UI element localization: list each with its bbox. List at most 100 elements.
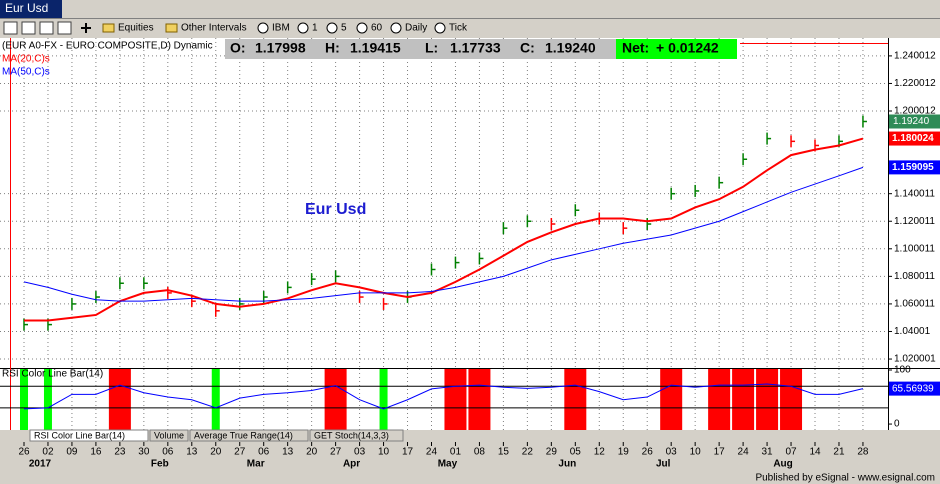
x-tick-label: 29 — [546, 447, 558, 458]
y-tick-label: 1.080011 — [894, 271, 935, 282]
toolbar-button[interactable]: Tick — [434, 22, 468, 34]
price-bar — [95, 291, 100, 304]
rsi-bar — [708, 369, 731, 430]
price-bar — [862, 115, 867, 128]
folder-icon — [165, 23, 178, 33]
tab[interactable] — [29, 429, 149, 442]
price-bar — [382, 297, 388, 310]
radio-icon — [257, 22, 269, 34]
x-tick-label: 24 — [426, 447, 438, 458]
month-label: Jul — [656, 459, 671, 470]
price-bar — [694, 184, 700, 197]
toolbar-label: 5 — [341, 23, 347, 34]
toolbar-label: Equities — [118, 23, 154, 34]
price-bar — [646, 218, 652, 231]
y-tick-label: 1.140011 — [894, 188, 935, 199]
y-tick-label: 100 — [894, 365, 911, 376]
quote-label: L: — [425, 40, 438, 56]
y-tick-label: 1.020001 — [894, 354, 936, 365]
x-tick-label: 10 — [690, 447, 702, 458]
price-bar — [238, 297, 244, 310]
tab-label: GET Stoch(14,3,3) — [314, 430, 389, 440]
quote-box — [225, 39, 616, 59]
price-bar — [502, 222, 508, 235]
toolbar-button[interactable]: 60 — [356, 22, 383, 34]
toolbar-icons[interactable] — [3, 21, 91, 35]
symbol-legend: (EUR A0-FX - EURO COMPOSITE,D) Dynamic — [2, 41, 213, 52]
x-tick-label: 02 — [42, 447, 54, 458]
month-label: 2017 — [29, 459, 52, 470]
rsi-bar — [660, 369, 683, 430]
radio-icon — [390, 22, 402, 34]
x-tick-label: 26 — [642, 447, 654, 458]
x-tick-label: 06 — [162, 447, 174, 458]
rsi-bar — [211, 369, 220, 430]
x-tick-label: 21 — [833, 447, 845, 458]
price-bar — [718, 176, 724, 189]
radio-icon — [356, 22, 368, 34]
quote-label: O: — [230, 40, 246, 56]
month-label: Mar — [247, 459, 265, 470]
x-tick-label: 31 — [762, 447, 774, 458]
price-bar — [334, 270, 340, 283]
quote-value: 1.17733 — [450, 40, 501, 56]
x-tick-label: 05 — [570, 447, 582, 458]
x-tick-label: 03 — [354, 447, 366, 458]
month-label: Aug — [773, 459, 792, 470]
x-tick-label: 26 — [18, 447, 30, 458]
x-tick-label: 20 — [306, 447, 318, 458]
toolbar-label: Daily — [405, 23, 427, 34]
quote-label: C: — [520, 40, 535, 56]
net-value: + 0.01242 — [656, 40, 719, 56]
radio-icon — [297, 22, 309, 34]
toolbar-button[interactable]: Daily — [390, 22, 427, 34]
y-tick-label: 1.04001 — [894, 326, 931, 337]
x-tick-label: 03 — [666, 447, 678, 458]
price-bar — [215, 304, 220, 317]
footer: Published by eSignal - www.esignal.com — [755, 473, 935, 484]
x-tick-label: 01 — [450, 447, 462, 458]
price-bar — [71, 297, 76, 310]
tab[interactable] — [149, 429, 189, 442]
price-bar — [670, 187, 676, 200]
x-tick-label: 17 — [714, 447, 726, 458]
value-badge-label: 1.180024 — [892, 133, 934, 144]
toolbar-label: Other Intervals — [181, 23, 247, 34]
price-bar — [454, 256, 460, 269]
value-badge — [889, 114, 940, 129]
tab-label: Volume — [154, 430, 184, 440]
toolbar-button[interactable]: 5 — [326, 22, 347, 34]
tab[interactable] — [189, 429, 309, 442]
tab[interactable] — [309, 429, 404, 442]
value-badge-label: 1.159095 — [892, 162, 934, 173]
x-tick-label: 22 — [522, 447, 534, 458]
rsi-bar — [564, 369, 587, 430]
x-tick-label: 28 — [857, 447, 869, 458]
toolbar-label: 1 — [312, 23, 318, 34]
rsi-panel — [0, 368, 888, 430]
net-label: Net: — [622, 40, 649, 56]
toolbar-button[interactable]: Equities — [102, 23, 154, 34]
toolbar-button[interactable]: IBM — [257, 22, 290, 34]
price-bar — [286, 281, 292, 294]
rsi-bar — [780, 369, 803, 430]
rsi-bar — [108, 369, 131, 430]
price-bar — [526, 215, 532, 228]
price-bar — [574, 204, 580, 217]
x-tick-label: 23 — [114, 447, 126, 458]
y-tick-label: 1.100011 — [894, 243, 935, 254]
x-tick-label: 16 — [90, 447, 102, 458]
toolbar-button[interactable]: Other Intervals — [165, 23, 247, 34]
quote-value: 1.17998 — [255, 40, 306, 56]
toolbar-button[interactable]: 1 — [297, 22, 318, 34]
toolbar-label: 60 — [371, 23, 383, 34]
x-tick-label: 30 — [138, 447, 150, 458]
value-badge — [889, 160, 940, 175]
value-badge-label: 65.56939 — [892, 383, 934, 394]
x-tick-label: 12 — [594, 447, 606, 458]
ma50-legend: MA(50,C)s — [2, 67, 50, 78]
rsi-bar — [20, 369, 28, 430]
y-tick-label: 1.200012 — [894, 106, 936, 117]
x-tick-label: 07 — [785, 447, 797, 458]
